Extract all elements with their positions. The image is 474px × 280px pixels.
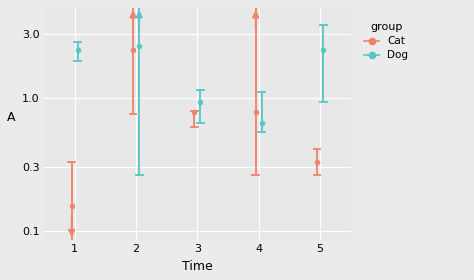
X-axis label: Time: Time	[182, 260, 213, 273]
Y-axis label: A: A	[7, 111, 16, 124]
Legend: Cat, Dog: Cat, Dog	[359, 17, 413, 66]
